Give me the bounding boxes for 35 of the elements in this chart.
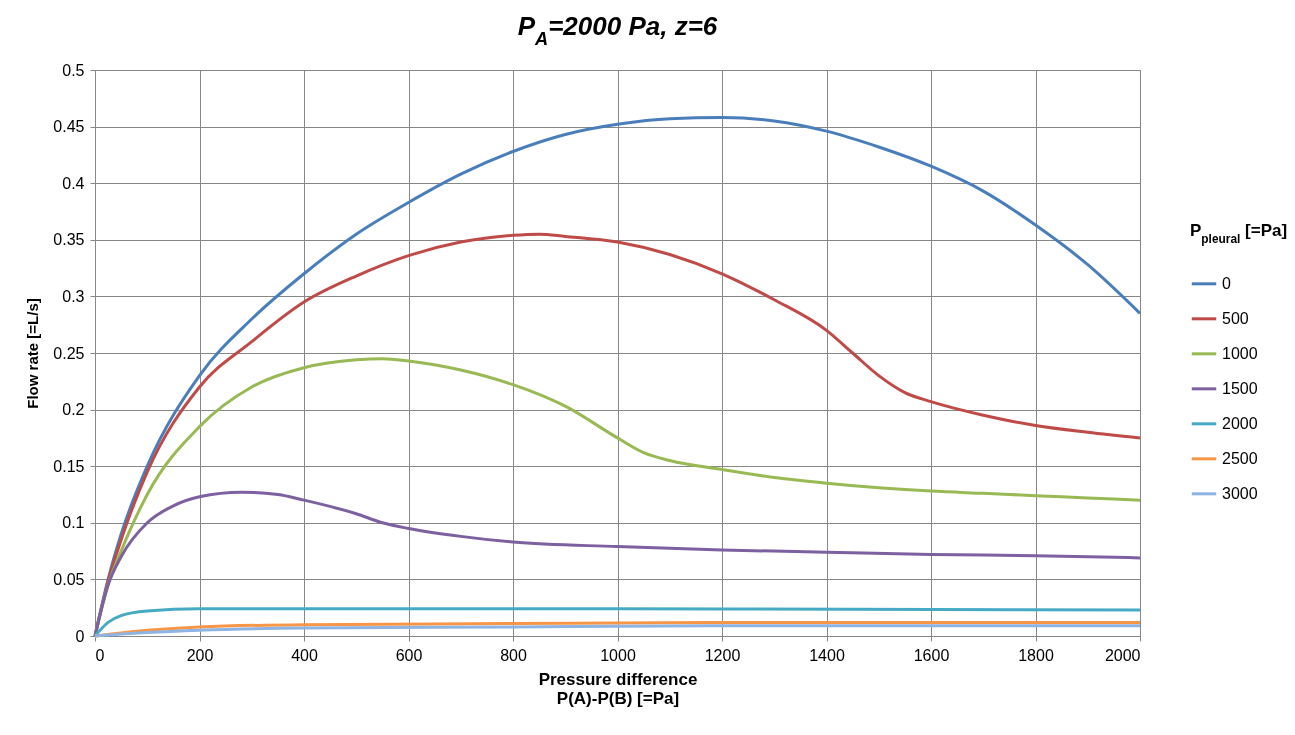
- x-tick-label: 200: [186, 646, 214, 664]
- x-axis-title: Pressure difference P(A)-P(B) [=Pa]: [538, 669, 698, 708]
- legend-label: 2000: [1222, 414, 1258, 432]
- legend-label: 2500: [1222, 449, 1258, 467]
- y-tick-label: 0.35: [53, 231, 85, 249]
- x-tick-label: 1000: [600, 646, 636, 664]
- x-tick-label: 800: [500, 646, 527, 664]
- legend-title: P$_{pleural}$ [=Pa]: [1190, 220, 1288, 246]
- x-tick-label: 2000: [1104, 646, 1141, 664]
- y-axis-title: Flow rate [=L/s]: [24, 298, 42, 409]
- line-series: [93, 607, 1142, 638]
- y-tick-label: 0.5: [62, 61, 85, 79]
- legend-label: 0: [1222, 274, 1231, 292]
- y-tick-label: 0.45: [53, 118, 85, 136]
- y-tick-label: 0.15: [53, 457, 85, 475]
- x-tick-label: 1400: [809, 646, 845, 664]
- x-tick-label: 0: [95, 646, 105, 664]
- chart-title: P$_{A}$=2000 Pa, z=6: [517, 11, 718, 49]
- y-tick-label: 0.05: [53, 570, 85, 588]
- x-tick-label: 400: [291, 646, 318, 664]
- legend-label: 500: [1222, 309, 1249, 327]
- y-tick-label: 0.25: [53, 344, 85, 362]
- y-tick-label: 0: [75, 627, 85, 645]
- legend-label: 1000: [1222, 344, 1258, 362]
- x-tick-label: 1600: [913, 646, 950, 664]
- y-tick-label: 0.4: [62, 174, 85, 192]
- x-tick-label: 1800: [1018, 646, 1054, 664]
- legend-label: 3000: [1222, 484, 1258, 502]
- y-tick-label: 0.3: [62, 287, 85, 305]
- y-tick-label: 0.1: [62, 514, 85, 532]
- x-tick-label: 1200: [704, 646, 741, 664]
- line-series: [93, 624, 1142, 638]
- legend-label: 1500: [1222, 379, 1258, 397]
- y-tick-label: 0.2: [62, 401, 85, 419]
- x-tick-label: 600: [395, 646, 423, 664]
